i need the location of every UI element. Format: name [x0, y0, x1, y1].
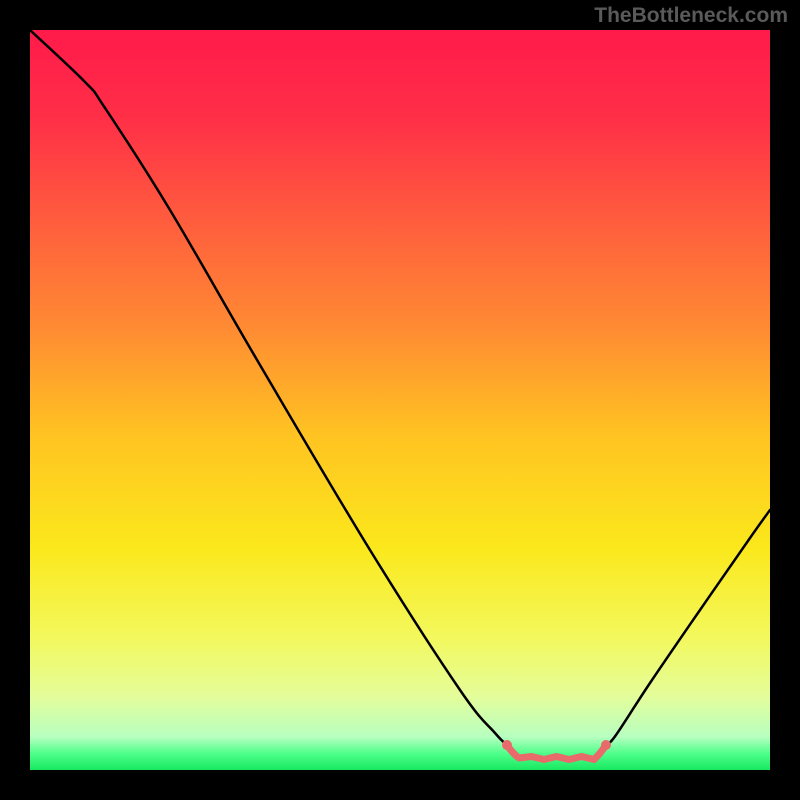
watermark-text: TheBottleneck.com — [594, 4, 788, 28]
chart-plot-area — [30, 30, 770, 770]
chart-background-gradient — [30, 30, 770, 770]
